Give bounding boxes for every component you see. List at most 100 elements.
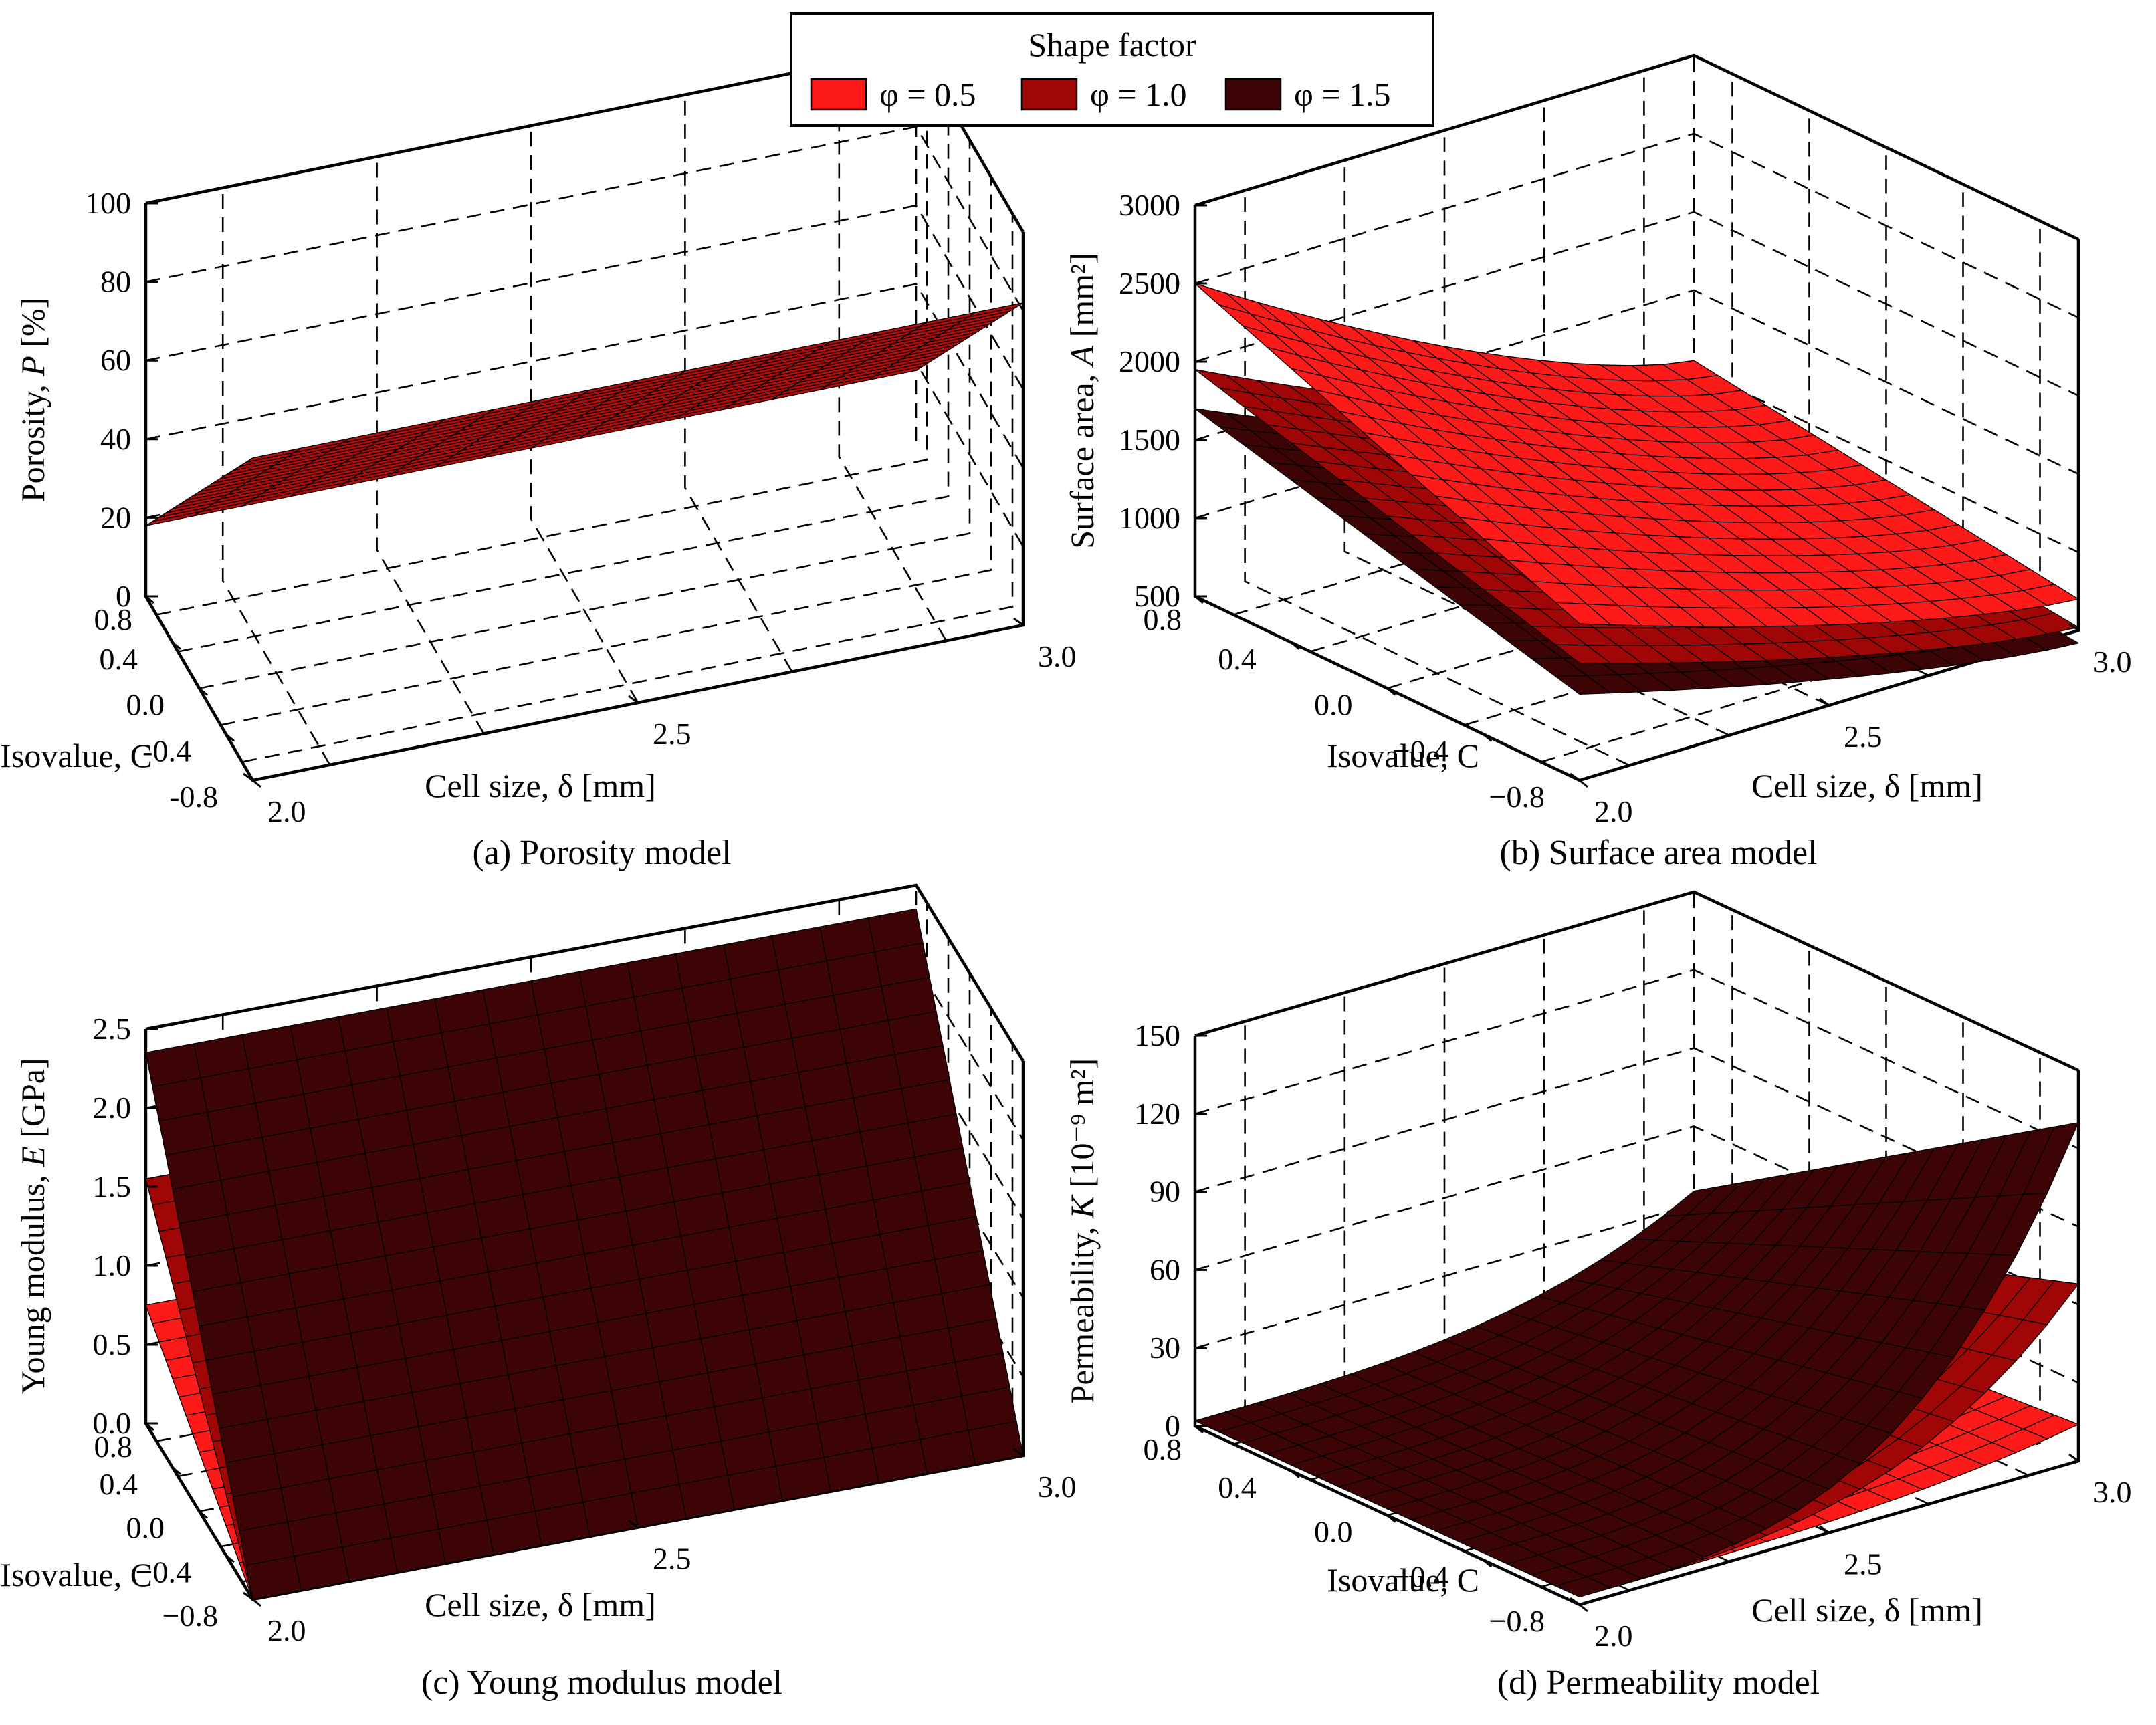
- c-tick-label: 0.0: [1314, 688, 1353, 722]
- z-tick-label: 90: [1150, 1175, 1180, 1209]
- surface-0-5: [145, 302, 1024, 526]
- d-axis-label: Cell size, δ [mm]: [1751, 1591, 1983, 1629]
- caption: (b) Surface area model: [1500, 834, 1818, 872]
- z-tick-label: 3000: [1119, 188, 1180, 222]
- panel-c: 0.0 0.5 1.0 1.5 2.0 2.5 0.80.4 0.0 −0.4 −0.8 2.0 2.…: [0, 883, 1077, 1702]
- surface-cell: [245, 1555, 302, 1600]
- z-tick-label: 20: [100, 500, 131, 534]
- legend-swatch: [810, 78, 867, 111]
- z-axis-label: Porosity, P [%]: [14, 298, 51, 502]
- c-tick-label: −0.4: [136, 1555, 191, 1589]
- z-tick-label: 60: [1150, 1252, 1180, 1286]
- d-tick-label: 2.5: [1844, 1547, 1882, 1581]
- z-tick-label: 1.0: [93, 1248, 132, 1282]
- axis-labels: Young modulus, E [GPa] Isovalue, C Cell si…: [0, 1058, 656, 1623]
- d-tick-label: 2.0: [1594, 1619, 1633, 1653]
- c-tick-label: 0.0: [126, 688, 165, 722]
- surface-cell: [1555, 675, 1612, 695]
- d-tick-label: 3.0: [1038, 639, 1077, 673]
- d-tick-label: 2.0: [1594, 794, 1633, 828]
- z-tick-label: 1.5: [93, 1169, 132, 1203]
- c-tick-label: 0.4: [100, 642, 138, 676]
- tick-labels: 0.0 0.5 1.0 1.5 2.0 2.5 0.80.4 0.0 −0.4 −0.8 2.0 2.…: [93, 1012, 1077, 1647]
- legend-entry: φ = 0.5: [810, 76, 976, 113]
- legend-label: φ = 0.5: [879, 76, 976, 113]
- d-axis-label: Cell size, δ [mm]: [425, 1586, 656, 1623]
- d-tick-label: 2.5: [1844, 719, 1882, 754]
- legend-entry: φ = 1.5: [1224, 76, 1391, 113]
- d-axis-label: Cell size, δ [mm]: [425, 767, 656, 804]
- c-tick-label: −0.4: [1393, 1559, 1448, 1593]
- z-tick-label: 2500: [1119, 266, 1180, 300]
- surface-cell: [245, 447, 302, 463]
- c-tick-label: 0.4: [1218, 642, 1257, 676]
- c-tick-label: 0.8: [1144, 1432, 1182, 1466]
- d-tick-label: 2.0: [267, 794, 306, 828]
- c-tick-label: 0.0: [1314, 1515, 1353, 1549]
- c-tick-label: 0.8: [1144, 602, 1182, 637]
- z-tick-label: 150: [1134, 1018, 1180, 1052]
- c-tick-label: −0.8: [1489, 780, 1545, 814]
- d-axis-label: Cell size, δ [mm]: [1751, 767, 1983, 804]
- c-tick-label: 0.8: [94, 1429, 133, 1464]
- z-tick-label: 40: [100, 422, 131, 456]
- surface-1-5: [145, 908, 1024, 1600]
- c-tick-label: -0.4: [142, 733, 191, 768]
- surface-1-5: [1194, 1122, 2079, 1597]
- d-tick-label: 3.0: [2093, 1475, 2132, 1509]
- z-tick-label: 1000: [1119, 501, 1180, 535]
- c-tick-label: 0.0: [126, 1511, 165, 1545]
- z-tick-label: 100: [85, 186, 131, 220]
- axis-labels: Permeability, K [10⁻⁹ m²] Isovalue, C Cell…: [1063, 1058, 1983, 1629]
- panel-b: 500 1000 1500 2000 2500 3000 0.8 0.4 0.0 −0.4 −0.8…: [1063, 53, 2132, 872]
- c-axis-label: Isovalue, C: [1327, 737, 1479, 774]
- surface-cell: [1555, 1576, 1612, 1597]
- legend-title: Shape factor: [1028, 26, 1196, 64]
- c-tick-label: 0.8: [94, 602, 133, 637]
- caption: (c) Young modulus model: [421, 1663, 782, 1702]
- legend-label: φ = 1.0: [1090, 76, 1187, 113]
- c-tick-label: 0.4: [100, 1467, 138, 1501]
- d-tick-label: 2.5: [653, 717, 691, 751]
- z-tick-label: 30: [1150, 1331, 1180, 1365]
- z-axis-label: Young modulus, E [GPa]: [14, 1058, 51, 1394]
- z-tick-label: 60: [100, 343, 131, 377]
- z-tick-label: 1500: [1119, 423, 1180, 457]
- c-axis-label: Isovalue, C: [1327, 1561, 1479, 1599]
- z-axis-label: Permeability, K [10⁻⁹ m²]: [1063, 1058, 1101, 1404]
- legend: Shape factor φ = 0.5 φ = 1.0 φ = 1.5: [790, 12, 1434, 127]
- z-axis-label: Surface area, A [mm²]: [1063, 253, 1101, 549]
- z-tick-label: 0.5: [93, 1327, 132, 1361]
- tick-labels: 0 30 60 90 120 150 0.8 0.4 0.0 −0.4 −0.8 2.0 2.5 3.0: [1134, 1018, 2132, 1653]
- surface-cell: [1555, 644, 1612, 664]
- axis-labels: Porosity, P [%] Isovalue, C Cell size, δ […: [0, 298, 656, 804]
- caption: (a) Porosity model: [472, 834, 731, 872]
- c-axis-label: Isovalue, C: [0, 1556, 152, 1593]
- caption: (d) Permeability model: [1497, 1663, 1820, 1702]
- legend-swatch: [1224, 78, 1282, 111]
- z-tick-label: 2.5: [93, 1012, 132, 1046]
- legend-box: [790, 12, 1434, 127]
- tick-labels: 0 20 40 60 80 100 0.8 0.4 0.0 -0.4 -0.8 2.0 2.5 3.0: [85, 186, 1077, 828]
- c-tick-label: -0.8: [169, 780, 218, 814]
- d-tick-label: 3.0: [1038, 1470, 1077, 1504]
- panel-a: 0 20 40 60 80 100 0.8 0.4 0.0 -0.4 -0.8 2.0 2.5 3.0 Po…: [0, 46, 1077, 872]
- z-tick-label: 0: [116, 579, 131, 613]
- legend-swatch: [1020, 78, 1078, 111]
- axis-labels: Surface area, A [mm²] Isovalue, C Cell siz…: [1063, 253, 1983, 804]
- z-tick-label: 80: [100, 265, 131, 299]
- d-tick-label: 3.0: [2093, 645, 2132, 679]
- d-tick-label: 2.0: [267, 1613, 306, 1647]
- c-tick-label: −0.4: [1393, 733, 1448, 768]
- z-tick-label: 0.0: [93, 1406, 132, 1440]
- tick-labels: 500 1000 1500 2000 2500 3000 0.8 0.4 0.0 −0.4 −0.8…: [1119, 188, 2132, 828]
- c-tick-label: 0.4: [1218, 1470, 1257, 1504]
- legend-entry: φ = 1.0: [1020, 76, 1187, 113]
- z-tick-label: 500: [1134, 579, 1180, 613]
- c-tick-label: −0.8: [1489, 1604, 1545, 1638]
- z-tick-label: 2.0: [93, 1090, 132, 1125]
- z-tick-label: 120: [1134, 1097, 1180, 1131]
- surface-cell: [1555, 602, 1612, 626]
